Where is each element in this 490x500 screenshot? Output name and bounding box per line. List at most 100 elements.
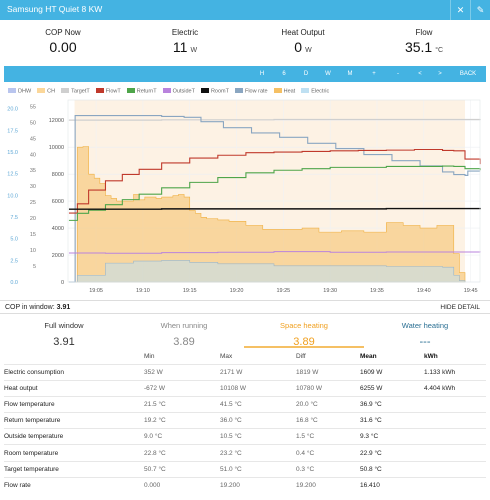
zoom-6h-button[interactable]: 6 bbox=[282, 71, 286, 77]
legend-label: CH bbox=[47, 88, 56, 95]
series-heat-area bbox=[70, 146, 466, 283]
header-max: Max bbox=[220, 353, 233, 361]
legend-item[interactable]: Flow rate bbox=[234, 88, 268, 95]
pan-right-button[interactable]: > bbox=[438, 71, 442, 77]
table-row: Flow rate 0.000 19.200 19.200 16.410 bbox=[4, 476, 486, 494]
legend-item[interactable]: Heat bbox=[273, 88, 295, 95]
y-temp-tick: 35 bbox=[30, 168, 36, 174]
cop-window-bar: COP in window: 3.91 HIDE DETAIL bbox=[0, 300, 490, 314]
legend-swatch bbox=[37, 88, 46, 93]
chart-legend: DHW CH TargetT FlowT ReturnT OutsideT RoomT Flo… bbox=[8, 88, 335, 95]
legend-item[interactable]: OutsideT bbox=[162, 88, 195, 95]
cell-max: 36.0 °C bbox=[220, 412, 296, 429]
cell-max: 51.0 °C bbox=[220, 460, 296, 478]
tab-label: Space heating bbox=[280, 321, 328, 330]
cell-max: 10.5 °C bbox=[220, 428, 296, 445]
zoom-in-button[interactable]: + bbox=[372, 71, 376, 77]
table-row: Flow temperature 21.5 °C 41.5 °C 20.0 °C 36.… bbox=[4, 395, 486, 413]
x-tick: 19:10 bbox=[136, 288, 150, 294]
cell-name: Outside temperature bbox=[4, 428, 144, 445]
zoom-month-button[interactable]: M bbox=[347, 71, 353, 77]
plot-frame bbox=[67, 99, 481, 283]
series-flow-rate-line bbox=[68, 115, 481, 283]
y-power-tick: 12000 bbox=[49, 118, 64, 124]
table-row: Outside temperature 9.0 °C 10.5 °C 1.5 °C 9.… bbox=[4, 428, 486, 445]
hide-detail-button[interactable]: HIDE DETAIL bbox=[440, 304, 480, 311]
cell-kwh bbox=[424, 460, 486, 478]
y-power-tick: 0 bbox=[61, 280, 64, 286]
legend-item[interactable]: FlowT bbox=[95, 88, 121, 95]
y-flow-tick: 5.0 bbox=[10, 237, 18, 243]
tab-when-running[interactable]: When running 3.89 bbox=[124, 318, 244, 348]
legend-label: DHW bbox=[18, 88, 32, 95]
y-flow-tick: 10.0 bbox=[7, 193, 18, 199]
edit-button[interactable]: ✎ bbox=[470, 0, 490, 20]
x-tick: 19:40 bbox=[417, 288, 431, 294]
legend-swatch bbox=[162, 88, 171, 93]
cell-mean: 16.410 bbox=[360, 476, 424, 494]
cell-mean: 31.6 °C bbox=[360, 412, 424, 429]
cell-name: Return temperature bbox=[4, 412, 144, 429]
table-header-row: Min Max Diff Mean kWh bbox=[4, 350, 486, 364]
cell-min: -672 W bbox=[144, 379, 220, 397]
series-flowt-line bbox=[68, 148, 481, 214]
cell-max: 10108 W bbox=[220, 379, 296, 397]
table-row: Target temperature 50.7 °C 51.0 °C 0.3 °C 50… bbox=[4, 460, 486, 478]
y-power-tick: 8000 bbox=[52, 172, 64, 178]
cell-kwh bbox=[424, 476, 486, 494]
legend-item[interactable]: TargetT bbox=[61, 88, 90, 95]
legend-swatch bbox=[273, 88, 282, 93]
cell-diff: 10780 W bbox=[296, 379, 360, 397]
tab-water-heating[interactable]: Water heating --- bbox=[364, 318, 486, 348]
zoom-out-button[interactable]: - bbox=[397, 71, 399, 77]
pan-left-button[interactable]: < bbox=[418, 71, 422, 77]
zoom-hour-button[interactable]: H bbox=[259, 71, 265, 77]
cell-kwh bbox=[424, 395, 486, 413]
chart[interactable]: 0 2000 4000 6000 8000 10000 12000 5 10 15 20 25 30 35… bbox=[4, 84, 486, 298]
app-header: Samsung HT Quiet 8 KW ✕ ✎ bbox=[0, 0, 490, 20]
legend-item[interactable]: DHW bbox=[8, 88, 31, 95]
kpi-unit: W bbox=[305, 47, 312, 54]
legend-item[interactable]: CH bbox=[37, 88, 55, 95]
cell-diff: 19.200 bbox=[296, 476, 360, 494]
kpi-unit: W bbox=[190, 47, 198, 54]
table-row: Electric consumption 352 W 2171 W 1819 W 160… bbox=[4, 363, 486, 381]
x-tick: 19:45 bbox=[464, 288, 478, 294]
zoom-week-button[interactable]: W bbox=[325, 71, 331, 77]
cell-diff: 1819 W bbox=[296, 363, 360, 381]
cell-min: 19.2 °C bbox=[144, 412, 220, 429]
legend-label: Flow rate bbox=[244, 88, 268, 95]
cell-diff: 16.8 °C bbox=[296, 412, 360, 429]
kpi-label: COP Now bbox=[45, 28, 81, 37]
header-min: Min bbox=[144, 353, 155, 361]
header-name bbox=[4, 350, 144, 364]
cell-min: 9.0 °C bbox=[144, 428, 220, 445]
table-row: Return temperature 19.2 °C 36.0 °C 16.8 °C 3… bbox=[4, 412, 486, 429]
cell-min: 50.7 °C bbox=[144, 460, 220, 478]
legend-item[interactable]: RoomT bbox=[200, 88, 229, 95]
cell-kwh bbox=[424, 444, 486, 462]
y-temp-tick: 10 bbox=[30, 248, 36, 254]
cell-diff: 20.0 °C bbox=[296, 395, 360, 413]
cell-max: 19.200 bbox=[220, 476, 296, 494]
kpi-value: 11 bbox=[172, 39, 188, 55]
kpi-value: 35.1 bbox=[404, 39, 433, 55]
back-button[interactable]: BACK bbox=[459, 71, 477, 77]
kpi-cop-now: COP Now 0.00 bbox=[0, 22, 126, 62]
tab-value: 3.91 bbox=[53, 336, 75, 348]
legend-label: Electric bbox=[311, 88, 330, 95]
kpi-value: 0 bbox=[294, 39, 303, 55]
close-button[interactable]: ✕ bbox=[450, 0, 470, 20]
tab-full-window[interactable]: Full window 3.91 bbox=[4, 318, 124, 348]
zoom-day-button[interactable]: D bbox=[303, 71, 309, 77]
legend-item[interactable]: Electric bbox=[301, 88, 329, 95]
table-row: Room temperature 22.8 °C 23.2 °C 0.4 °C 22.9… bbox=[4, 444, 486, 462]
kpi-electric: Electric 11 W bbox=[126, 22, 244, 62]
legend-swatch bbox=[301, 88, 310, 93]
legend-item[interactable]: ReturnT bbox=[126, 88, 157, 95]
y-temp-tick: 25 bbox=[30, 200, 36, 206]
tab-space-heating[interactable]: Space heating 3.89 bbox=[244, 318, 364, 348]
y-power-tick: 4000 bbox=[52, 226, 64, 232]
y-temp-tick: 30 bbox=[30, 184, 36, 190]
legend-swatch bbox=[200, 88, 209, 93]
